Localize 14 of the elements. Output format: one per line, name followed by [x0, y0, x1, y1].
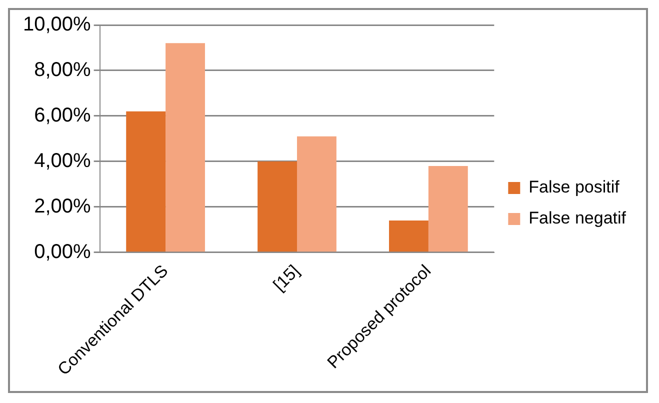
y-tick-label: 10,00%	[22, 14, 92, 36]
bar	[297, 136, 336, 252]
y-tick-label: 6,00%	[34, 104, 92, 126]
bar	[258, 161, 297, 252]
bar	[389, 220, 428, 252]
y-tick-label: 2,00%	[34, 195, 92, 218]
y-tick-label: 0,00%	[34, 240, 92, 263]
legend-label: False positif	[528, 178, 620, 197]
y-tick-label: 8,00%	[34, 58, 92, 81]
y-tick-label: 4,00%	[34, 150, 92, 172]
bar	[428, 166, 468, 252]
legend-label: False negatif	[528, 208, 626, 228]
bar	[126, 111, 166, 252]
bar	[166, 43, 205, 252]
